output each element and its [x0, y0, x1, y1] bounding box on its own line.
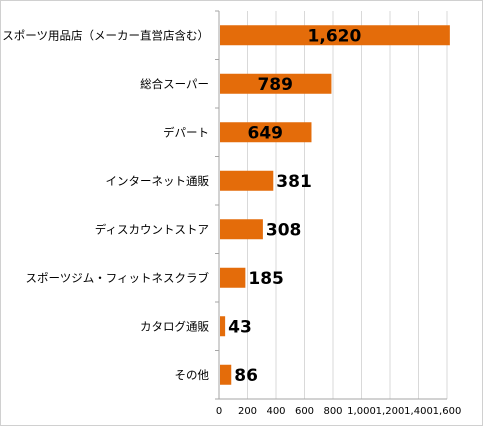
- x-tick-label: 800: [323, 406, 342, 417]
- bar: [220, 219, 263, 240]
- data-label: 649: [247, 123, 283, 143]
- x-tick-label: 1,200: [376, 406, 405, 417]
- axes: [215, 10, 447, 400]
- bar: [220, 73, 332, 94]
- x-tick-label: 0: [216, 406, 222, 417]
- bar: [220, 364, 232, 385]
- bar: [220, 122, 312, 143]
- category-label: カタログ通販: [140, 319, 209, 333]
- gridlines: [247, 11, 448, 399]
- category-label: その他: [175, 368, 210, 382]
- bar: [220, 170, 274, 191]
- data-label: 308: [266, 220, 302, 240]
- bar: [220, 267, 246, 288]
- category-label: デパート: [163, 125, 209, 139]
- x-tick-label: 400: [266, 406, 285, 417]
- x-tick-label: 200: [238, 406, 257, 417]
- category-label: インターネット通販: [106, 174, 210, 188]
- data-label: 789: [257, 75, 293, 95]
- x-tick-label: 600: [295, 406, 314, 417]
- category-label: ディスカウントストア: [95, 222, 209, 236]
- data-label: 1,620: [308, 26, 362, 46]
- bar: [220, 25, 450, 46]
- labels: 0 200 400 600 800 1,000 1,200 1,400 1,600 スポーツ用品店…: [2, 26, 461, 417]
- data-label: 86: [234, 366, 258, 386]
- category-label: スポーツ用品店（メーカー直営店含む）: [2, 28, 209, 42]
- bars: [220, 25, 450, 385]
- x-tick-label: 1,000: [347, 406, 376, 417]
- data-label: 43: [228, 317, 252, 337]
- bar: [220, 316, 226, 337]
- category-label: スポーツジム・フィットネスクラブ: [25, 271, 209, 285]
- x-tick-label: 1,400: [404, 406, 433, 417]
- category-label: 総合スーパー: [140, 77, 209, 91]
- data-label: 381: [276, 172, 312, 192]
- x-tick-label: 1,600: [433, 406, 462, 417]
- data-label: 185: [248, 269, 283, 289]
